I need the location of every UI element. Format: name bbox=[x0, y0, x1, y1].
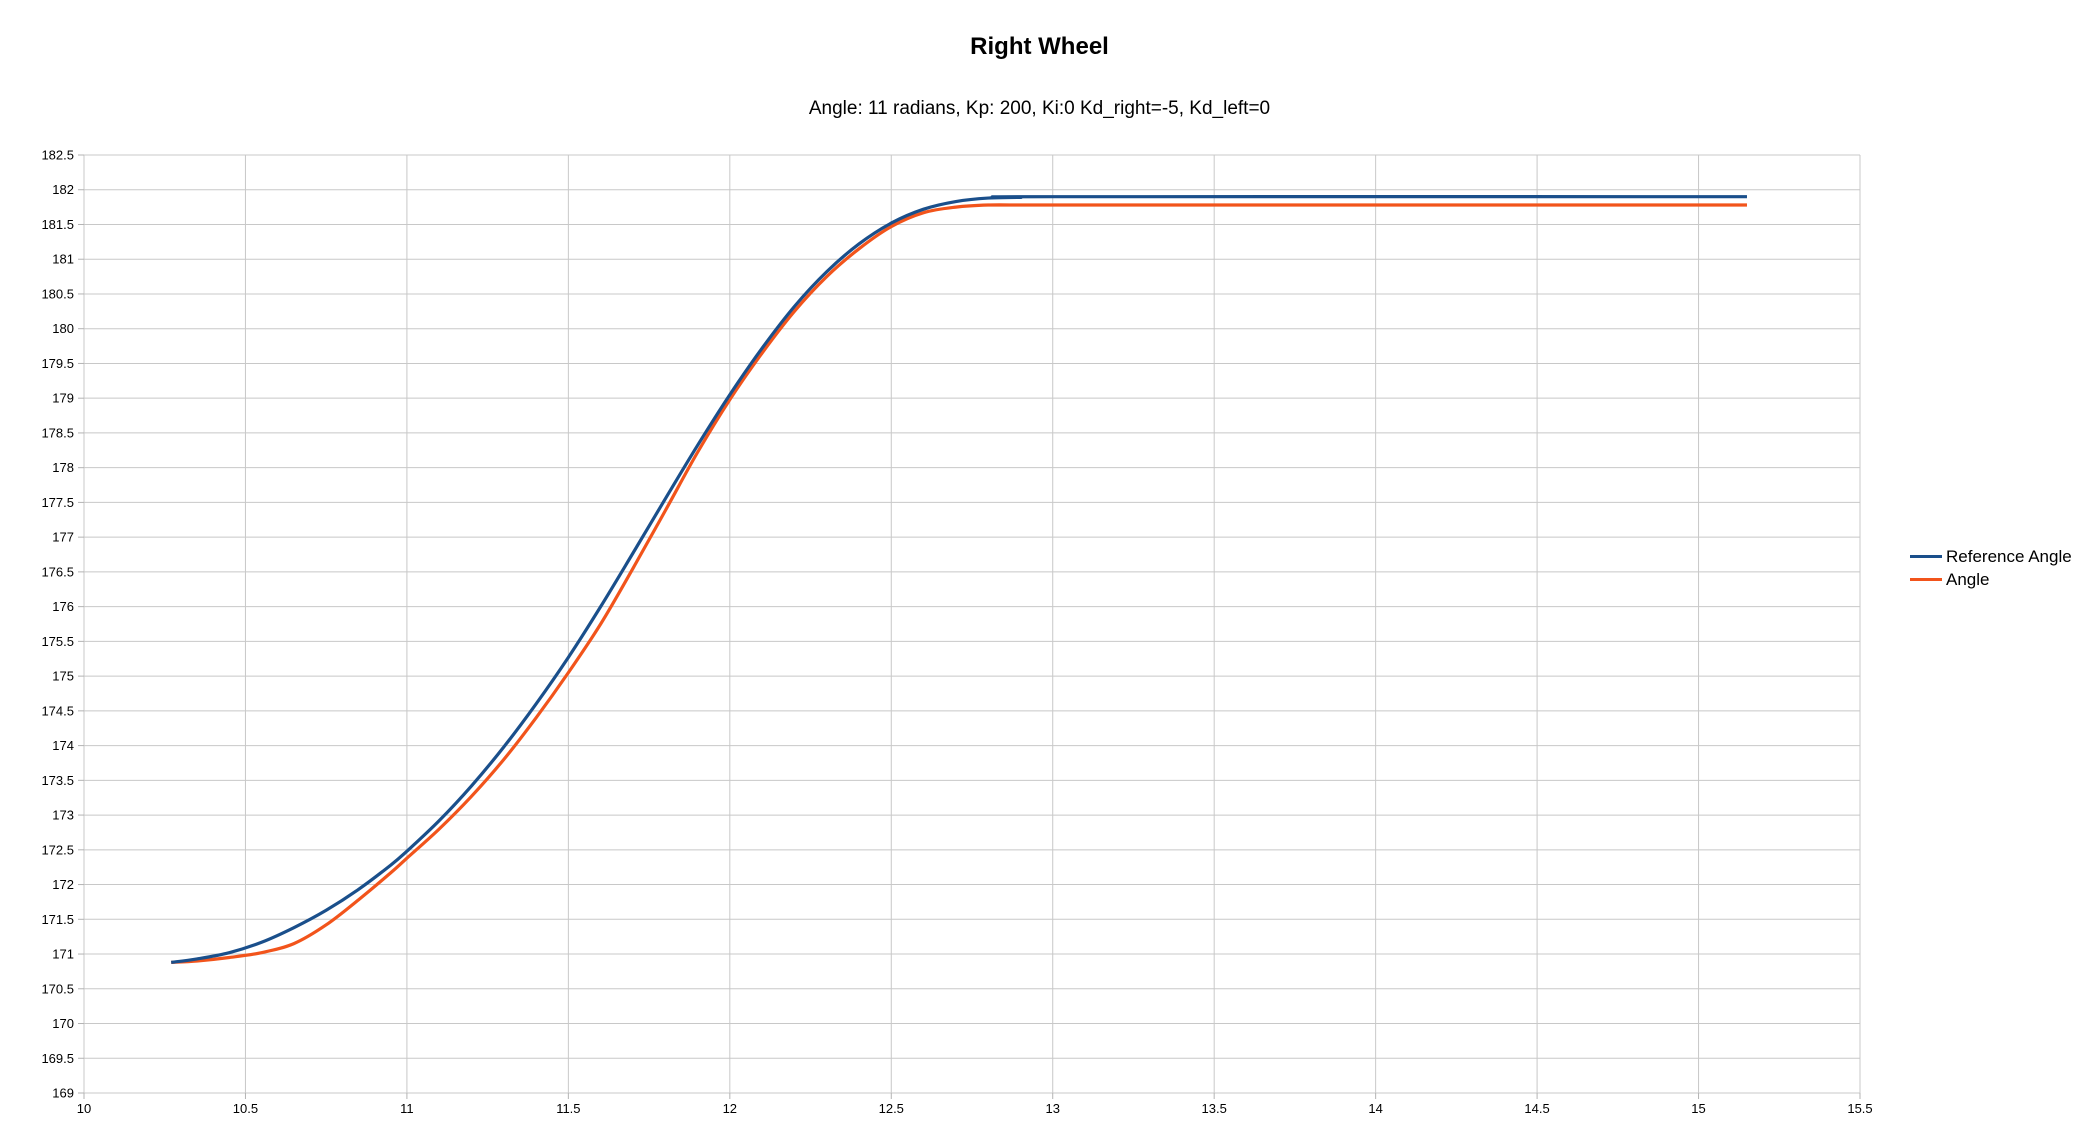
x-tick-label: 11.5 bbox=[556, 1101, 580, 1116]
y-tick-label: 180 bbox=[52, 321, 74, 336]
y-tick-label: 181 bbox=[52, 252, 74, 267]
y-axis-ticks: 169 169.5 170 170.5 171 171.5 172 172.5 173 173.5… bbox=[41, 148, 84, 1101]
y-tick-label: 169.5 bbox=[41, 1051, 74, 1066]
legend-item-reference-angle: Reference Angle bbox=[1910, 545, 2072, 568]
x-tick-label: 13 bbox=[1045, 1101, 1059, 1116]
x-tick-label: 14.5 bbox=[1524, 1101, 1549, 1116]
x-axis-ticks: 10 10.5 11 11.5 12 12.5 13 13.5 14 14.5 15 15.5 bbox=[77, 1093, 1873, 1116]
series-line-reference-angle bbox=[170, 195, 1747, 964]
x-tick-label: 15 bbox=[1691, 1101, 1705, 1116]
y-tick-label: 169 bbox=[52, 1086, 74, 1101]
x-tick-label: 15.5 bbox=[1847, 1101, 1872, 1116]
y-tick-label: 174 bbox=[52, 738, 74, 753]
series-line-angle bbox=[171, 203, 1747, 964]
y-tick-label: 171.5 bbox=[41, 912, 74, 927]
y-tick-label: 171 bbox=[52, 947, 74, 962]
legend-swatch-reference-angle bbox=[1910, 555, 1942, 558]
y-tick-label: 176.5 bbox=[41, 564, 74, 579]
x-tick-label: 10.5 bbox=[233, 1101, 258, 1116]
y-tick-label: 177 bbox=[52, 530, 74, 545]
series-lines bbox=[170, 195, 1747, 964]
y-tick-label: 170 bbox=[52, 1016, 74, 1031]
legend-label-angle: Angle bbox=[1946, 569, 1990, 589]
grid bbox=[83, 154, 1861, 1094]
y-tick-label: 178 bbox=[52, 460, 74, 475]
y-tick-label: 175 bbox=[52, 669, 74, 684]
y-tick-label: 182 bbox=[52, 182, 74, 197]
y-tick-label: 182.5 bbox=[41, 148, 74, 163]
y-tick-label: 179 bbox=[52, 391, 74, 406]
y-tick-label: 173 bbox=[52, 808, 74, 823]
y-tick-label: 172.5 bbox=[41, 842, 74, 857]
y-tick-label: 174.5 bbox=[41, 703, 74, 718]
y-tick-label: 177.5 bbox=[41, 495, 74, 510]
y-tick-label: 180.5 bbox=[41, 286, 74, 301]
y-tick-label: 176 bbox=[52, 599, 74, 614]
x-tick-label: 10 bbox=[77, 1101, 91, 1116]
y-tick-label: 173.5 bbox=[41, 773, 74, 788]
y-tick-label: 170.5 bbox=[41, 981, 74, 996]
legend-swatch-angle bbox=[1910, 578, 1942, 581]
y-tick-label: 175.5 bbox=[41, 634, 74, 649]
y-tick-label: 181.5 bbox=[41, 217, 74, 232]
x-tick-label: 12.5 bbox=[879, 1101, 904, 1116]
x-tick-label: 14 bbox=[1368, 1101, 1382, 1116]
x-tick-label: 11 bbox=[400, 1101, 414, 1116]
legend-item-angle: Angle bbox=[1910, 568, 2072, 591]
chart-subtitle: Angle: 11 radians, Kp: 200, Ki:0 Kd_righ… bbox=[808, 98, 1271, 119]
legend-label-reference-angle: Reference Angle bbox=[1946, 546, 2072, 566]
y-tick-label: 178.5 bbox=[41, 425, 74, 440]
y-tick-label: 172 bbox=[52, 877, 74, 892]
y-tick-label: 179.5 bbox=[41, 356, 74, 371]
x-tick-label: 12 bbox=[723, 1101, 737, 1116]
x-tick-label: 13.5 bbox=[1202, 1101, 1227, 1116]
chart-title: Right Wheel bbox=[970, 33, 1109, 60]
legend: Reference Angle Angle bbox=[1910, 545, 2072, 591]
